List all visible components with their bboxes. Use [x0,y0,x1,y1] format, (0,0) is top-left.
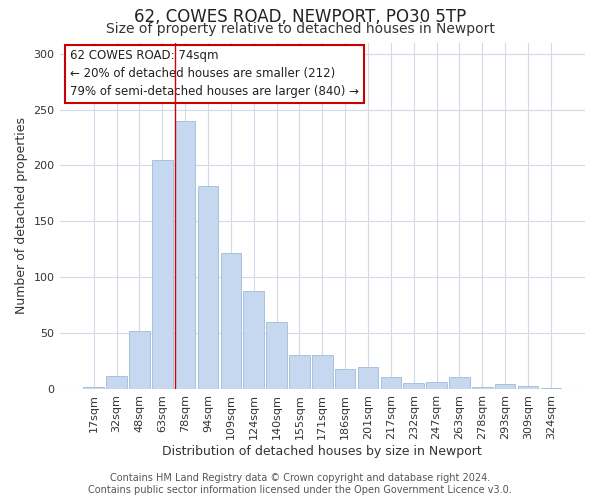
Bar [244,290,264,389]
Text: Contains HM Land Registry data © Crown copyright and database right 2024.
Contai: Contains HM Land Registry data © Crown c… [88,474,512,495]
Bar [83,386,104,389]
Bar [449,376,470,389]
Bar [426,382,447,389]
Text: Size of property relative to detached houses in Newport: Size of property relative to detached ho… [106,22,494,36]
Text: 62 COWES ROAD: 74sqm
← 20% of detached houses are smaller (212)
79% of semi-deta: 62 COWES ROAD: 74sqm ← 20% of detached h… [70,50,359,98]
Bar [152,160,173,389]
Text: 62, COWES ROAD, NEWPORT, PO30 5TP: 62, COWES ROAD, NEWPORT, PO30 5TP [134,8,466,26]
Bar [106,376,127,389]
Bar [518,386,538,389]
Bar [380,376,401,389]
Bar [221,252,241,389]
Bar [541,388,561,389]
Bar [289,356,310,389]
Bar [472,386,493,389]
Bar [129,331,150,389]
Bar [312,356,332,389]
Bar [335,369,355,389]
X-axis label: Distribution of detached houses by size in Newport: Distribution of detached houses by size … [163,444,482,458]
Bar [495,384,515,389]
Bar [266,322,287,389]
Bar [198,186,218,389]
Bar [175,120,196,389]
Bar [358,366,378,389]
Y-axis label: Number of detached properties: Number of detached properties [15,117,28,314]
Bar [403,384,424,389]
